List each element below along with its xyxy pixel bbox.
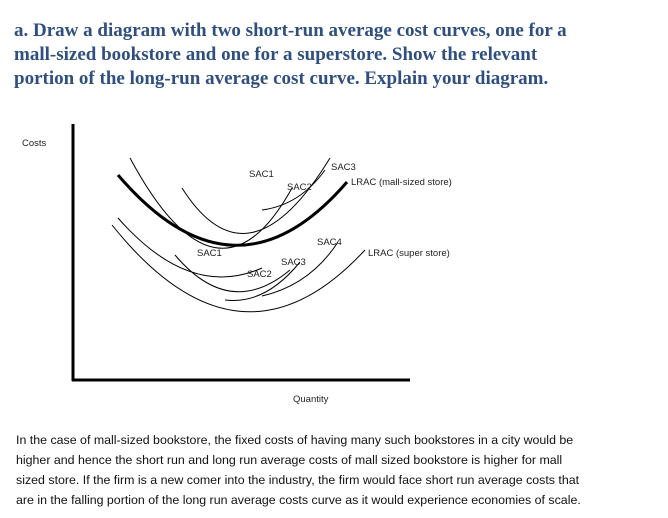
answer-line: sized store. If the firm is a new comer … — [16, 473, 580, 487]
diagram: Costs Quantity SAC1 SAC2 SAC3 LRAC (mall… — [22, 124, 452, 405]
curve-label: SAC3 — [281, 257, 306, 268]
curve — [174, 254, 291, 293]
question-line: a. Draw a diagram with two short-run ave… — [14, 20, 567, 41]
axis-label: Quantity — [293, 394, 329, 405]
curve-label: SAC4 — [317, 237, 342, 248]
curve — [117, 217, 263, 278]
answer-line: are in the falling portion of the long r… — [16, 493, 581, 507]
curve-label: SAC2 — [247, 269, 272, 280]
axis-label: Costs — [22, 138, 47, 149]
question-line: portion of the long-run average cost cur… — [14, 68, 548, 89]
curve — [129, 157, 293, 249]
question-line: mall-sized bookstore and one for a super… — [14, 44, 538, 65]
answer-line: higher and hence the short run and long … — [16, 453, 562, 467]
curve — [261, 241, 339, 297]
curve — [116, 174, 349, 247]
curve-label: SAC2 — [287, 182, 312, 193]
curve-label: SAC1 — [197, 248, 222, 259]
curve-label: SAC1 — [249, 169, 274, 180]
answer-line: In the case of mall-sized bookstore, the… — [16, 433, 573, 447]
curve — [261, 169, 326, 211]
curve-label: LRAC (super store) — [368, 248, 450, 259]
curve-label: LRAC (mall-sized store) — [351, 177, 452, 188]
curve — [111, 224, 366, 313]
curve-label: SAC3 — [331, 162, 356, 173]
curve — [224, 261, 301, 302]
